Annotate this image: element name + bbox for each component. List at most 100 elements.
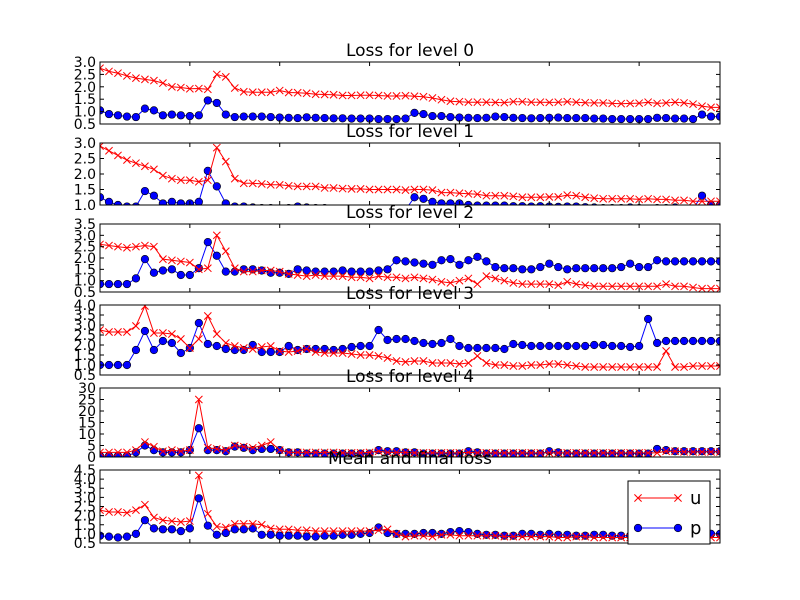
y-tick-label: 5 (87, 439, 96, 455)
subplot-title: Loss for level 3 (346, 284, 474, 304)
data-point-p-63 (661, 446, 671, 455)
data-point-u-30 (365, 351, 374, 359)
data-point-p-27 (338, 530, 347, 539)
marker-stroke (149, 513, 158, 522)
marker-stroke (149, 165, 158, 174)
data-point-p-45 (500, 201, 509, 205)
data-point-p-3 (122, 532, 132, 541)
data-point-u-17 (248, 267, 257, 276)
y-tick-label: 25 (78, 393, 96, 409)
marker-stroke (374, 185, 383, 194)
data-point-p-7 (158, 336, 167, 346)
data-point-p-53 (572, 341, 581, 351)
data-point-p-68 (706, 336, 716, 346)
data-point-p-61 (644, 314, 653, 324)
data-point-u-62 (653, 99, 662, 108)
data-point-u-26 (329, 527, 338, 536)
marker-stroke (311, 271, 320, 279)
data-point-u-49 (536, 448, 545, 457)
marker-stroke (653, 448, 662, 457)
data-point-u-15 (230, 519, 239, 528)
data-point-p-48 (527, 202, 536, 205)
marker-stroke (105, 328, 113, 336)
data-point-u-21 (284, 269, 293, 278)
marker-stroke (428, 186, 437, 195)
marker-stroke (203, 509, 212, 518)
marker-stroke (158, 516, 167, 525)
data-point-u-24 (311, 182, 320, 191)
data-point-u-15 (230, 264, 239, 273)
marker-stroke (518, 532, 527, 541)
marker-stroke (500, 448, 509, 457)
marker-stroke (509, 362, 518, 370)
marker-stroke (131, 242, 140, 251)
data-point-p-49 (536, 202, 545, 205)
marker-stroke (563, 191, 572, 200)
marker-stroke (248, 519, 257, 528)
marker-stroke (698, 362, 706, 370)
data-point-u-48 (527, 361, 536, 369)
data-point-u-25 (320, 272, 329, 281)
marker-stroke (131, 506, 140, 515)
marker-stroke (491, 191, 500, 200)
data-point-u-62 (653, 282, 662, 291)
data-point-u-44 (491, 274, 500, 283)
marker-stroke (473, 531, 482, 540)
data-point-p-46 (509, 202, 518, 205)
marker-stroke (680, 98, 689, 107)
marker-stroke (320, 90, 329, 99)
marker-stroke (105, 241, 113, 250)
marker-stroke (167, 174, 176, 183)
marker-stroke (581, 448, 590, 457)
marker-stroke (284, 348, 293, 356)
y-tick-label: 2.5 (74, 152, 96, 168)
marker-stroke (509, 97, 518, 106)
data-point-u-13 (212, 330, 221, 338)
y-tick-label: 3.5 (74, 217, 96, 233)
data-point-u-23 (302, 89, 311, 98)
marker-stroke (482, 359, 491, 367)
data-point-p-25 (320, 113, 329, 123)
marker-stroke (158, 79, 167, 88)
data-point-u-7 (158, 79, 167, 88)
marker-stroke (329, 349, 338, 357)
data-point-u-57 (608, 194, 617, 203)
marker-stroke (365, 351, 374, 359)
data-point-p-25 (320, 344, 329, 354)
data-point-u-67 (698, 447, 706, 456)
data-point-p-14 (221, 267, 230, 276)
data-point-p-34 (401, 257, 410, 266)
data-point-u-50 (545, 360, 554, 368)
data-point-p-1 (104, 451, 114, 457)
data-point-u-49 (536, 98, 545, 107)
data-point-u-54 (581, 448, 590, 457)
data-point-u-15 (230, 342, 239, 350)
data-point-p-5 (140, 186, 150, 196)
marker-stroke (374, 447, 383, 456)
data-point-u-3 (123, 328, 131, 336)
data-point-p-37 (428, 197, 437, 205)
marker-stroke (527, 361, 536, 369)
data-point-u-17 (248, 88, 257, 97)
data-point-p-69 (715, 336, 720, 346)
marker-stroke (167, 330, 176, 338)
data-point-u-14 (221, 72, 230, 81)
marker-stroke (464, 448, 473, 457)
marker-stroke (698, 102, 706, 111)
data-point-p-36 (419, 259, 428, 268)
data-point-u-59 (626, 448, 635, 457)
data-point-u-57 (608, 448, 617, 457)
marker-stroke (176, 335, 185, 343)
data-point-u-31 (374, 91, 383, 100)
data-point-p-39 (446, 199, 455, 205)
marker-stroke (473, 448, 482, 457)
marker-stroke (140, 438, 149, 447)
marker-stroke (140, 75, 149, 84)
marker-stroke (545, 448, 554, 457)
data-point-u-51 (554, 360, 563, 368)
data-point-p-48 (527, 265, 536, 274)
marker-stroke (100, 451, 104, 457)
marker-stroke (356, 527, 365, 536)
marker-stroke (707, 284, 715, 292)
marker-stroke (671, 98, 680, 107)
